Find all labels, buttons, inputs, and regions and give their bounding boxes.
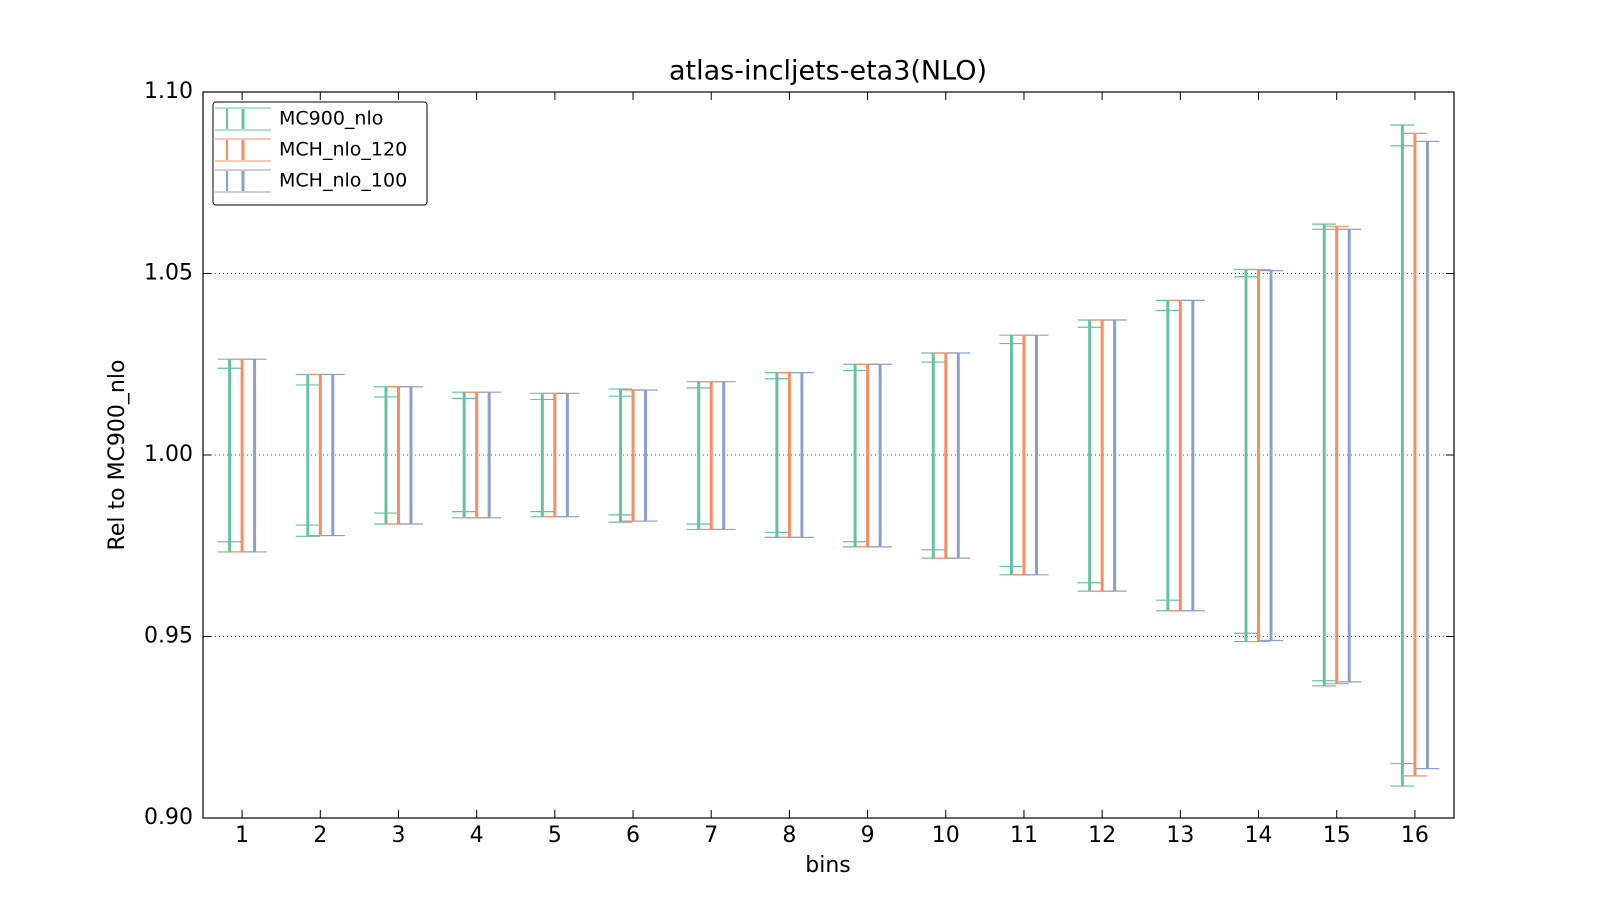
x-axis-label: bins [805,853,850,878]
y-tick-label: 1.05 [144,261,193,286]
x-tick-label: 9 [861,823,875,848]
legend-box [212,101,428,206]
x-tick-label: 6 [626,823,640,848]
x-tick-label: 13 [1166,823,1194,848]
y-tick-label: 0.90 [144,805,193,830]
legend: MC900_nlo MCH_nlo_120 MCH_nlo_100 [212,101,428,206]
x-tick-label: 3 [391,823,405,848]
legend-label: MC900_nlo [279,108,383,130]
x-tick-label: 15 [1323,823,1351,848]
x-tick-label: 12 [1088,823,1116,848]
x-tick-label: 8 [782,823,796,848]
x-tick-label: 5 [548,823,562,848]
x-tick-label: 10 [932,823,960,848]
x-tick-label: 7 [704,823,718,848]
legend-label: MCH_nlo_100 [279,170,407,192]
legend-label: MCH_nlo_120 [279,139,407,161]
x-tick-label: 14 [1245,823,1273,848]
y-tick-label: 0.95 [144,624,193,649]
x-tick-label: 1 [235,823,249,848]
x-tick-label: 16 [1401,823,1429,848]
y-tick-label: 1.10 [144,79,193,104]
x-tick-label: 2 [313,823,327,848]
x-tick-label: 4 [470,823,484,848]
y-axis-label: Rel to MC900_nlo [105,360,130,551]
plot-frame [202,91,1455,819]
y-tick-label: 1.00 [144,442,193,467]
chart-title: atlas-incljets-eta3(NLO) [669,56,987,87]
x-tick-label: 11 [1010,823,1038,848]
